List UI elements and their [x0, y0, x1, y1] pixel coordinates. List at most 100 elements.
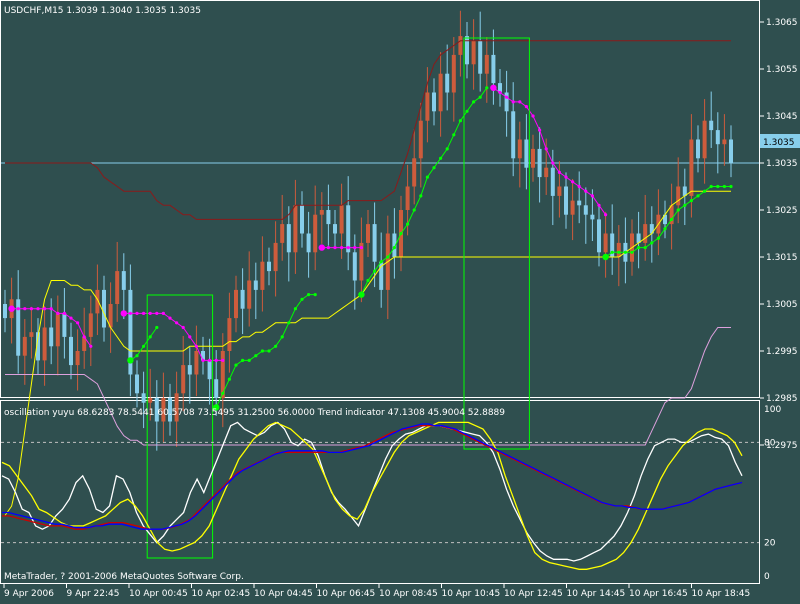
candle-body — [722, 139, 727, 145]
candle-body — [445, 73, 450, 93]
candle-body — [174, 393, 179, 422]
candle-body — [696, 139, 700, 159]
chart-title: USDCHF,M15 1.3039 1.3040 1.3035 1.3035 — [4, 6, 201, 16]
candle-body — [729, 139, 733, 163]
signal-dot — [318, 244, 325, 251]
time-tick-label: 10 Apr 14:45 — [567, 589, 626, 599]
candle-body — [187, 365, 192, 375]
candle-body — [649, 224, 654, 234]
candle-body — [583, 205, 588, 215]
candle-body — [95, 289, 100, 314]
candle-body — [471, 40, 476, 65]
candle-body — [715, 130, 720, 145]
candle-body — [636, 233, 641, 243]
price-tick-label: 1.3065 — [766, 18, 798, 28]
trail-line — [215, 294, 316, 408]
candle-body — [379, 261, 384, 290]
signal-dot — [602, 253, 609, 261]
osc-line-yellow — [1, 421, 743, 570]
time-tick-label: 10 Apr 06:45 — [317, 589, 376, 599]
band-line — [5, 40, 731, 220]
candle-body — [135, 374, 139, 394]
candle-body — [610, 233, 615, 257]
signal-dot — [213, 404, 220, 411]
time-tick-label: 10 Apr 00:45 — [129, 589, 188, 599]
candle-body — [709, 120, 714, 131]
price-tick-label: 1.3015 — [766, 253, 798, 263]
copyright-text: MetaTrader, ? 2001-2006 MetaQuotes Softw… — [4, 572, 244, 582]
candle-body — [498, 83, 502, 93]
candle-body — [537, 148, 542, 178]
candle-body — [616, 242, 621, 257]
candle-body — [491, 54, 496, 84]
trail-line — [130, 327, 158, 361]
candle-body — [313, 214, 318, 253]
trail-line — [360, 87, 488, 295]
signal-dot — [490, 84, 497, 92]
candle-body — [181, 365, 186, 394]
candle-body — [29, 332, 34, 337]
trail-line — [123, 312, 223, 361]
candle-body — [412, 158, 417, 187]
candle-body — [663, 214, 667, 225]
candle-body — [227, 318, 232, 351]
candle-body — [524, 139, 529, 168]
oscillator-pane — [1, 421, 759, 570]
candle-body — [484, 54, 489, 74]
candle-body — [689, 139, 694, 196]
candle-body — [16, 299, 21, 356]
osc-pane-frame — [0, 400, 760, 584]
candle-body — [511, 111, 516, 159]
trail-line — [493, 87, 607, 215]
price-axis: 1.3065 1.3055 1.3045 1.3035 1.3025 1.3015 1.30… — [760, 18, 798, 451]
signal-dot — [127, 357, 134, 364]
candle-body — [319, 210, 324, 215]
time-tick-label: 10 Apr 08:45 — [379, 589, 438, 599]
candle-body — [121, 271, 126, 290]
candle-body — [62, 313, 67, 337]
time-tick-label: 9 Apr 2006 — [4, 589, 54, 599]
candle-body — [504, 92, 509, 112]
candle-body — [557, 186, 562, 196]
time-axis: 9 Apr 2006 9 Apr 22:45 10 Apr 00:45 10 Apr … — [3, 584, 751, 599]
candle-body — [240, 289, 245, 309]
signal-dot — [8, 305, 15, 312]
candle-body — [531, 148, 535, 168]
osc-tick-label: 0 — [764, 572, 770, 582]
candle-body — [88, 313, 93, 337]
candle-body — [570, 200, 575, 215]
candle-body — [478, 40, 483, 74]
candle-body — [22, 336, 27, 356]
candle-body — [36, 332, 40, 361]
time-tick-label: 10 Apr 18:45 — [692, 589, 751, 599]
candle-body — [220, 351, 225, 398]
candle-body — [102, 289, 106, 328]
candle-body — [168, 398, 172, 422]
current-price-tag — [760, 134, 800, 148]
candle-body — [603, 233, 608, 253]
candle-body — [590, 214, 595, 220]
time-tick-label: 10 Apr 16:45 — [629, 589, 688, 599]
candle-body — [82, 336, 87, 351]
price-tick-label: 1.3005 — [766, 300, 798, 310]
candle-body — [669, 205, 674, 225]
osc-tick-label: 100 — [764, 405, 781, 415]
trail-line — [11, 308, 92, 347]
candle-body — [333, 224, 337, 234]
time-tick-label: 9 Apr 22:45 — [67, 589, 120, 599]
candle-body — [247, 280, 252, 309]
candle-body — [273, 242, 278, 272]
osc-tick-label: 80 — [764, 438, 776, 448]
candle-body — [544, 167, 549, 178]
candle-body — [372, 224, 377, 262]
candle-body — [55, 313, 60, 347]
main-pane-frame — [0, 0, 760, 398]
signal-dot — [358, 291, 365, 298]
trail-line — [605, 186, 731, 258]
candle-body — [194, 351, 199, 375]
candle-body — [128, 289, 133, 375]
signal-dot — [120, 310, 128, 317]
candle-body — [432, 92, 436, 112]
time-tick-label: 10 Apr 12:45 — [504, 589, 563, 599]
